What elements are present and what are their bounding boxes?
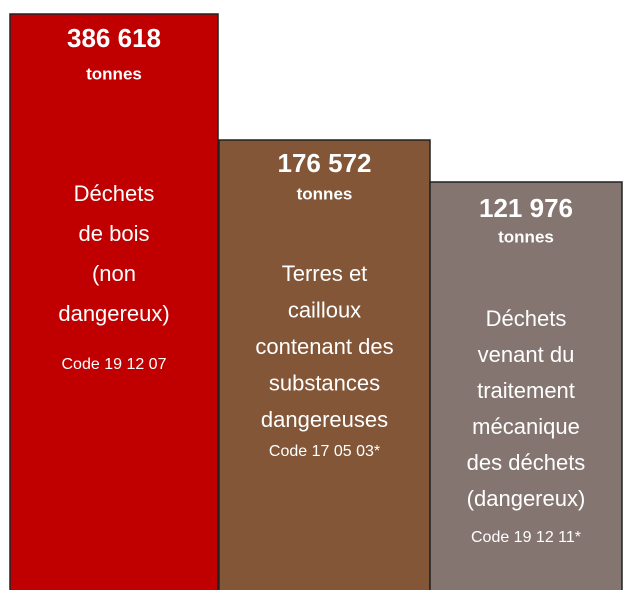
block-code: Code 19 12 07: [62, 356, 167, 373]
block-label: venant du: [478, 342, 575, 367]
block-label: des déchets: [467, 450, 586, 475]
block: [429, 181, 623, 590]
block-value: 386 618: [67, 23, 161, 53]
block-unit: tonnes: [498, 227, 554, 246]
block-label: dangereuses: [261, 407, 388, 432]
block-label: traitement: [477, 378, 575, 403]
block-code: Code 17 05 03*: [269, 443, 380, 460]
block-label: (dangereux): [467, 486, 586, 511]
block-label: dangereux): [58, 301, 169, 326]
block-label: Déchets: [486, 306, 567, 331]
block-label: substances: [269, 370, 380, 395]
block-label: mécanique: [472, 414, 580, 439]
block-unit: tonnes: [297, 184, 353, 203]
block: [9, 13, 219, 590]
block-label: (non: [92, 261, 136, 286]
block-label: de bois: [79, 221, 150, 246]
block-value: 121 976: [479, 193, 573, 223]
block-label: cailloux: [288, 297, 361, 322]
block-label: Déchets: [74, 181, 155, 206]
block-label: contenant des: [255, 334, 393, 359]
block-unit: tonnes: [86, 64, 142, 83]
block-label: Terres et: [282, 261, 368, 286]
block-code: Code 19 12 11*: [471, 529, 581, 546]
block: [218, 139, 431, 590]
block-value: 176 572: [278, 148, 372, 178]
